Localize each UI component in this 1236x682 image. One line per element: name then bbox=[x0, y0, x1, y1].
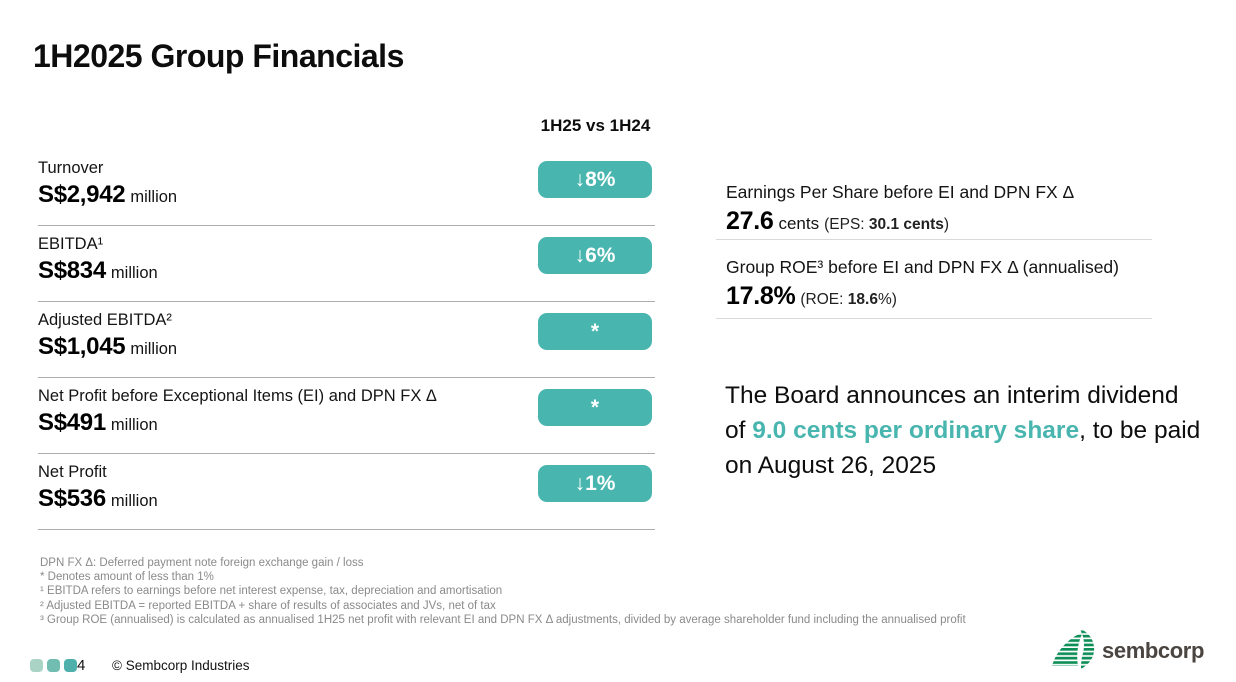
metric-value: S$491 bbox=[38, 409, 106, 436]
metric-unit: million bbox=[130, 340, 178, 358]
footnote: ² Adjusted EBITDA = reported EBITDA + sh… bbox=[40, 599, 496, 612]
metric-label: Turnover bbox=[38, 159, 104, 177]
metric-unit: million bbox=[130, 188, 178, 206]
footer-square-icon bbox=[47, 659, 60, 672]
page-title: 1H2025 Group Financials bbox=[33, 38, 404, 74]
dividend-text-pre: The Board announces an interim dividend … bbox=[725, 382, 1179, 444]
footnote: ¹ EBITDA refers to earnings before net i… bbox=[40, 585, 503, 598]
change-badge: ↓8% bbox=[538, 161, 652, 198]
ratio-value-line: 17.8% (ROE: 18.6%) bbox=[726, 282, 1166, 311]
metric-label: Net Profit before Exceptional Items (EI)… bbox=[38, 387, 437, 405]
ratio-unit: cents bbox=[778, 214, 820, 233]
ratio-label: Group ROE³ before EI and DPN FX Δ (annua… bbox=[726, 257, 1119, 277]
sembcorp-leaf-icon bbox=[1050, 626, 1096, 675]
change-badge: ↓6% bbox=[538, 237, 652, 274]
metric-row-adjusted-ebitda: Adjusted EBITDA² S$1,045 million * bbox=[38, 302, 655, 378]
metrics-list: Turnover S$2,942 million ↓8% EBITDA¹ S$83… bbox=[38, 150, 655, 530]
metric-value: S$536 bbox=[38, 485, 106, 512]
sembcorp-logo: sembcorp bbox=[1050, 626, 1204, 675]
footnote: ³ Group ROE (annualised) is calculated a… bbox=[40, 613, 966, 626]
metric-value-line: S$536 million bbox=[38, 483, 655, 518]
ratio-value: 17.8% bbox=[726, 282, 796, 310]
metric-value-line: S$1,045 million bbox=[38, 331, 655, 366]
divider bbox=[716, 239, 1152, 240]
ratio-label: Earnings Per Share before EI and DPN FX … bbox=[726, 182, 1075, 202]
ratio-roe: Group ROE³ before EI and DPN FX Δ (annua… bbox=[726, 255, 1166, 311]
metric-value: S$1,045 bbox=[38, 333, 126, 360]
copyright-text: © Sembcorp Industries bbox=[112, 658, 250, 673]
footer-progress-squares bbox=[30, 659, 77, 672]
page-number: 4 bbox=[77, 657, 86, 674]
ratio-value: 27.6 bbox=[726, 207, 774, 235]
metric-row-ebitda: EBITDA¹ S$834 million ↓6% bbox=[38, 226, 655, 302]
metric-row-net-profit: Net Profit S$536 million ↓1% bbox=[38, 454, 655, 530]
metric-value-line: S$834 million bbox=[38, 255, 655, 290]
metric-label: Adjusted EBITDA² bbox=[38, 311, 172, 329]
metric-row-turnover: Turnover S$2,942 million ↓8% bbox=[38, 150, 655, 226]
footnote: * Denotes amount of less than 1% bbox=[40, 571, 214, 584]
change-badge: * bbox=[538, 389, 652, 426]
change-badge: * bbox=[538, 313, 652, 350]
dividend-text-post: , to be paid on August 26, 2025 bbox=[725, 417, 1201, 479]
metric-unit: million bbox=[110, 264, 158, 282]
logo-text: sembcorp bbox=[1102, 637, 1204, 663]
metric-value: S$834 bbox=[38, 257, 106, 284]
footnotes: DPN FX Δ: Deferred payment note foreign … bbox=[40, 556, 1120, 627]
metric-value-line: S$2,942 million bbox=[38, 179, 655, 214]
footer-square-icon bbox=[30, 659, 43, 672]
metric-label: Net Profit bbox=[38, 463, 107, 481]
footer-square-icon bbox=[64, 659, 77, 672]
ratio-eps: Earnings Per Share before EI and DPN FX … bbox=[726, 180, 1166, 236]
ratio-comparison: (ROE: 18.6%) bbox=[800, 291, 897, 308]
dividend-highlight: 9.0 cents per ordinary share bbox=[752, 417, 1080, 444]
dividend-announcement: The Board announces an interim dividend … bbox=[725, 378, 1203, 483]
divider bbox=[716, 318, 1152, 319]
footnote: DPN FX Δ: Deferred payment note foreign … bbox=[40, 557, 364, 569]
comparison-header: 1H25 vs 1H24 bbox=[540, 116, 651, 135]
ratio-value-line: 27.6 cents (EPS: 30.1 cents) bbox=[726, 207, 1166, 236]
metric-value: S$2,942 bbox=[38, 181, 126, 208]
metric-unit: million bbox=[110, 416, 158, 434]
ratio-comparison: (EPS: 30.1 cents) bbox=[824, 216, 950, 233]
metric-unit: million bbox=[110, 492, 158, 510]
metric-value-line: S$491 million bbox=[38, 407, 655, 442]
metric-row-net-profit-before-ei: Net Profit before Exceptional Items (EI)… bbox=[38, 378, 655, 454]
metric-label: EBITDA¹ bbox=[38, 235, 104, 253]
change-badge: ↓1% bbox=[538, 465, 652, 502]
